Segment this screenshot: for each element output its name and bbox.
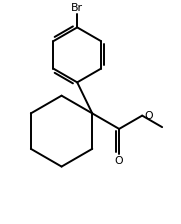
Text: O: O [115,156,123,166]
Text: Br: Br [71,3,83,13]
Text: O: O [144,111,153,121]
